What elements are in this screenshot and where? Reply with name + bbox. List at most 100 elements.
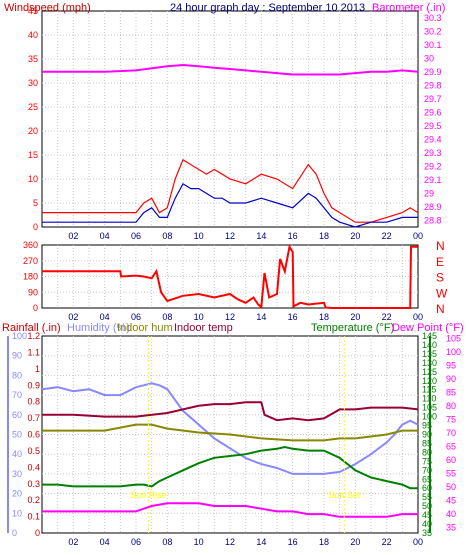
y-tick-label: 130 <box>422 358 437 368</box>
y-tick-label: 85 <box>446 388 456 398</box>
legend-temperature: Temperature (°F) <box>311 322 394 334</box>
y-tick-label: 55 <box>422 492 432 502</box>
y-tick-label: 15 <box>28 150 38 160</box>
y-tick-label: 90 <box>28 287 38 297</box>
y-tick-label: 40 <box>422 519 432 529</box>
panel1-title: 24 hour graph day : September 10 2013 <box>170 2 365 14</box>
panel1-x-ticks: 02 04 06 08 10 12 14 16 18 20 22 00 <box>68 231 423 241</box>
y-tick-label: 60 <box>12 410 22 420</box>
y-tick-label: 29.9 <box>424 67 442 77</box>
panel3-series <box>41 382 419 518</box>
y-tick-label: 29.5 <box>424 121 442 131</box>
y-tick-label: 20 <box>28 126 38 136</box>
x-tick-label: 06 <box>131 231 141 241</box>
y-tick-label: 135 <box>422 349 437 359</box>
y-tick-label: 0.5 <box>27 446 40 456</box>
y-tick-label: 29.2 <box>424 161 442 171</box>
y-tick-label: 95 <box>446 361 456 371</box>
panel1-series <box>42 63 419 228</box>
y-tick-label: 0.9 <box>27 380 40 390</box>
y-tick-label: 29.7 <box>424 94 442 104</box>
y-tick-label: 30.2 <box>424 26 442 36</box>
y-tick-label: 40 <box>446 509 456 519</box>
x-tick-label: 00 <box>413 231 423 241</box>
y-tick-label: 35 <box>422 528 432 538</box>
x-tick-label: 16 <box>288 312 298 322</box>
y-tick-label: 105 <box>422 403 437 413</box>
y-tick-label: 95 <box>422 421 432 431</box>
y-tick-label: 100 <box>12 331 27 341</box>
x-tick-label: 08 <box>162 537 172 547</box>
panel3-legend: Rainfall (.in) Humidity (%) Indoor hum I… <box>2 322 464 334</box>
y-tick-label: 75 <box>446 415 456 425</box>
temp-humidity-panel: 010203040506070809010000.10.20.30.40.50.… <box>2 322 464 547</box>
y-tick-label: 50 <box>12 430 22 440</box>
y-tick-label: 0.6 <box>27 430 40 440</box>
annotation-label: Sun Set <box>328 490 361 500</box>
x-tick-label: 08 <box>162 231 172 241</box>
y-tick-label: 28.9 <box>424 202 442 212</box>
y-tick-label: 0 <box>12 528 17 538</box>
x-tick-label: 22 <box>382 231 392 241</box>
legend-dewpoint: Dew Point (°F) <box>392 322 464 334</box>
y-tick-label: 25 <box>28 102 38 112</box>
y-tick-label: 360 <box>23 240 38 250</box>
y-tick-label: 40 <box>12 449 22 459</box>
y-tick-label: 30 <box>28 78 38 88</box>
panel3-x-ticks: 02 04 06 08 10 12 14 16 18 20 22 00 <box>68 537 423 547</box>
compass-label: S <box>436 271 444 285</box>
y-tick-label: 5 <box>33 198 38 208</box>
y-tick-label: 0.3 <box>27 479 40 489</box>
series-line-dew-point <box>42 502 418 518</box>
y-tick-label: 1.2 <box>27 331 40 341</box>
y-tick-label: 55 <box>446 469 456 479</box>
series-line-indoor-temp <box>42 401 419 422</box>
panel2-frame <box>41 244 419 309</box>
y-tick-label: 30 <box>424 53 434 63</box>
y-tick-label: 115 <box>422 385 436 395</box>
wind-barometer-panel: 0 5 10 15 20 25 30 35 40 45 28.8 28.9 29 29.1 29.2 29.… <box>4 2 445 241</box>
panel2-series <box>42 244 418 310</box>
y-tick-label: 29.8 <box>424 80 442 90</box>
y-tick-label: 29.1 <box>424 175 442 185</box>
x-tick-label: 04 <box>100 537 110 547</box>
panel1-left-ticks: 0 5 10 15 20 25 30 35 40 45 <box>28 6 38 232</box>
y-tick-label: 0 <box>35 528 40 538</box>
y-tick-label: 28.8 <box>424 215 442 225</box>
y-tick-label: 0.4 <box>27 462 40 472</box>
y-tick-label: 80 <box>446 401 456 411</box>
series-line-temperature <box>42 445 418 490</box>
y-tick-label: 20 <box>12 489 22 499</box>
panel1-right-axis-label: Barometer (.in) <box>372 2 445 14</box>
legend-indoor-hum: Indoor hum <box>117 322 173 334</box>
series-line-barometer <box>42 63 419 76</box>
y-tick-label: 45 <box>28 6 38 16</box>
x-tick-label: 14 <box>256 231 266 241</box>
y-tick-label: 105 <box>446 334 461 344</box>
y-tick-label: 29.4 <box>424 134 442 144</box>
x-tick-label: 20 <box>350 312 360 322</box>
x-tick-label: 18 <box>319 231 329 241</box>
y-tick-label: 90 <box>422 430 432 440</box>
y-tick-label: 70 <box>422 465 432 475</box>
y-tick-label: 30 <box>12 469 22 479</box>
x-tick-label: 04 <box>100 231 110 241</box>
panel3-annotations: Sun Rise Sun Set <box>130 336 361 533</box>
y-tick-label: 65 <box>446 442 456 452</box>
y-tick-label: 35 <box>446 523 456 533</box>
y-tick-label: 0.2 <box>27 495 40 505</box>
x-tick-label: 04 <box>100 312 110 322</box>
series-line-wind-speed <box>42 182 418 228</box>
y-tick-label: 50 <box>422 501 432 511</box>
compass-label: N <box>436 239 445 253</box>
y-tick-label: 40 <box>28 30 38 40</box>
y-tick-label: 45 <box>446 496 456 506</box>
panel1-left-axis-label: Windspeed (mph) <box>4 2 91 14</box>
x-tick-label: 06 <box>131 537 141 547</box>
x-tick-label: 02 <box>68 312 78 322</box>
y-tick-label: 80 <box>422 447 432 457</box>
compass-label: E <box>436 255 444 269</box>
x-tick-label: 22 <box>382 537 392 547</box>
